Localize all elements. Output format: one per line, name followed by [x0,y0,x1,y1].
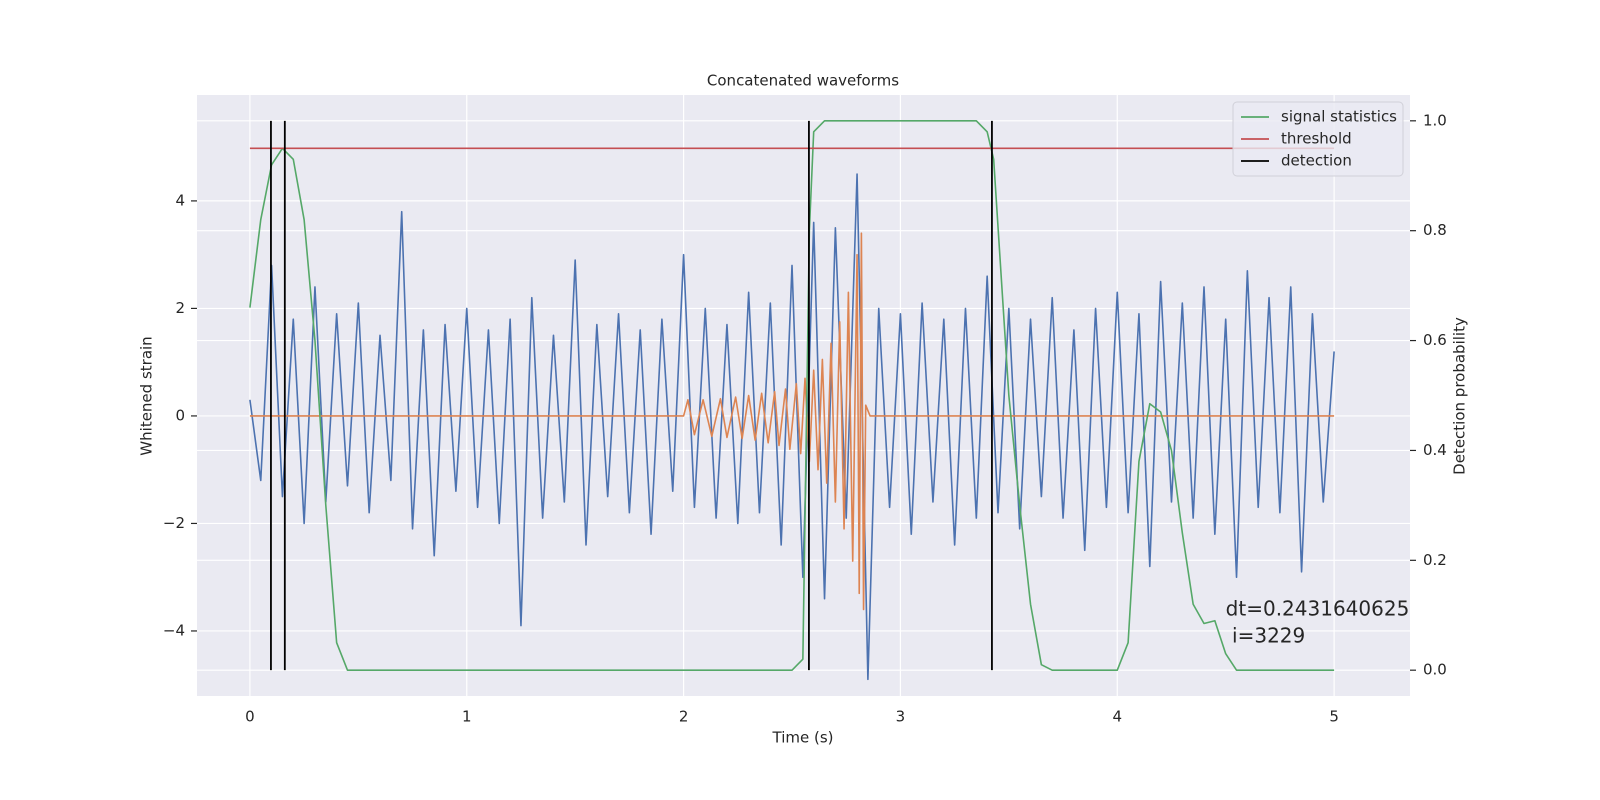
legend: signal statistics threshold detection [1232,101,1404,177]
legend-box [1232,101,1404,177]
x-axis-label: Time (s) [772,729,834,747]
legend-label: signal statistics [1281,108,1397,126]
chart-title: Concatenated waveforms [707,72,899,90]
x-tick-label: 1 [462,708,472,726]
x-tick-label: 5 [1329,708,1339,726]
y-tick-label: 0 [175,406,185,424]
series-line [249,232,1335,611]
y2-tick-label: 1.0 [1423,111,1447,129]
legend-label: threshold [1281,130,1352,148]
y2-tick-label: 0.2 [1423,551,1447,569]
y-tick-label: 2 [175,299,185,317]
y-tick-label: −4 [163,621,185,639]
y2-axis-label: Detection probability [1451,317,1469,475]
series-line [249,120,1335,671]
x-tick-label: 0 [245,708,255,726]
legend-label: detection [1281,152,1352,170]
x-tick-label: 2 [679,708,689,726]
x-tick-label: 4 [1112,708,1122,726]
annotation: i=3229 [1226,623,1306,647]
annotation: dt=0.2431640625 [1226,596,1410,620]
y-tick-label: 4 [175,191,185,209]
y-axis-label: Whitened strain [138,336,156,455]
y2-tick-label: 0.6 [1423,331,1447,349]
y2-tick-label: 0.8 [1423,221,1447,239]
y2-tick-label: 0.0 [1423,661,1447,679]
x-tick-label: 3 [896,708,906,726]
y2-tick-label: 0.4 [1423,441,1447,459]
series-line [249,173,1335,681]
y-tick-label: −2 [163,514,185,532]
